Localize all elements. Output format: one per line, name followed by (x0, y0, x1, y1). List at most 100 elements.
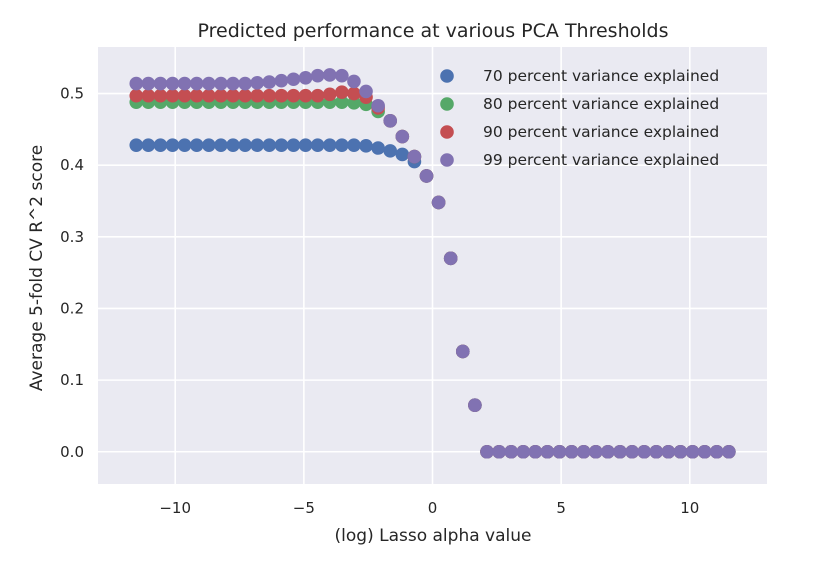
legend-marker (440, 97, 454, 111)
data-point (262, 138, 277, 152)
y-tick-label: 0.3 (60, 228, 84, 246)
data-point (129, 76, 144, 91)
data-point (141, 138, 156, 152)
data-point (153, 76, 168, 91)
data-point (419, 169, 434, 183)
data-point (625, 444, 639, 459)
data-point (637, 444, 651, 459)
data-point (310, 68, 325, 83)
legend-item: 99 percent variance explained (440, 151, 719, 169)
data-point (685, 444, 700, 459)
data-point (322, 68, 337, 82)
data-point (165, 138, 180, 152)
data-point (347, 96, 361, 110)
data-point (214, 138, 228, 152)
data-point (455, 344, 470, 359)
data-point (298, 71, 313, 85)
x-tick-label: 5 (556, 499, 566, 517)
data-point (310, 138, 325, 152)
data-point (214, 88, 228, 103)
legend-marker (440, 69, 454, 83)
data-point (153, 88, 168, 103)
chart-title: Predicted performance at various PCA Thr… (198, 20, 669, 42)
data-point (262, 88, 277, 103)
data-point (262, 75, 277, 89)
data-point (238, 138, 252, 152)
data-point (129, 138, 144, 152)
data-point (286, 138, 301, 152)
data-point (661, 444, 676, 459)
y-tick-label: 0.5 (60, 85, 84, 103)
data-point (613, 444, 627, 459)
data-point (129, 88, 144, 103)
data-point (250, 76, 264, 90)
legend-item: 90 percent variance explained (440, 123, 719, 141)
data-point (177, 76, 192, 91)
y-tick-label: 0.1 (60, 371, 84, 389)
data-point (480, 444, 494, 459)
data-point (407, 149, 422, 164)
y-tick-label: 0.0 (60, 443, 84, 461)
data-point (468, 398, 482, 412)
data-point (274, 138, 289, 152)
data-point (214, 76, 228, 91)
data-point (177, 88, 192, 103)
legend-item: 70 percent variance explained (440, 67, 719, 85)
data-point (395, 147, 410, 162)
data-point (709, 444, 724, 459)
data-point (202, 76, 216, 91)
legend-label: 70 percent variance explained (483, 67, 719, 85)
data-point (226, 138, 240, 152)
tick-labels: −10 −5 0 5 10 0.0 0.1 0.2 0.3 0.4 0.5 (60, 85, 699, 517)
data-point (250, 138, 264, 152)
data-point (552, 444, 567, 459)
data-point (141, 88, 156, 103)
x-tick-label: −5 (293, 499, 315, 517)
data-point (298, 88, 313, 103)
legend-marker (440, 125, 454, 139)
x-tick-label: −10 (159, 499, 191, 517)
legend-label: 99 percent variance explained (483, 151, 719, 169)
series-points (129, 68, 736, 459)
data-point (383, 113, 398, 128)
data-point (202, 88, 216, 103)
data-point (286, 72, 301, 87)
data-point (141, 76, 156, 91)
data-point (335, 68, 349, 83)
data-point (322, 87, 337, 102)
data-point (274, 73, 289, 88)
y-tick-label: 0.4 (60, 156, 84, 174)
data-point (202, 138, 216, 152)
data-point (165, 76, 180, 91)
legend-label: 80 percent variance explained (483, 95, 719, 113)
data-point (335, 95, 349, 109)
data-point (516, 444, 531, 459)
data-point (347, 86, 361, 101)
data-point (443, 251, 458, 266)
data-point (250, 88, 264, 103)
data-point (371, 141, 385, 155)
data-point (649, 444, 664, 459)
data-point (153, 138, 168, 152)
data-point (528, 444, 543, 459)
data-point (722, 444, 736, 459)
data-point (576, 444, 591, 459)
data-point (286, 88, 301, 103)
data-point (371, 98, 385, 113)
data-point (335, 138, 349, 152)
data-point (504, 444, 518, 459)
legend-item: 80 percent variance explained (440, 95, 719, 113)
data-point (492, 444, 506, 459)
data-point (601, 444, 615, 459)
y-axis-label: Average 5-fold CV R^2 score (27, 145, 47, 391)
data-point (189, 76, 204, 91)
data-point (383, 144, 398, 158)
legend-label: 90 percent variance explained (483, 123, 719, 141)
data-point (322, 138, 337, 152)
data-point (540, 444, 555, 459)
data-point (673, 444, 688, 459)
data-point (697, 444, 712, 459)
data-point (589, 444, 603, 459)
